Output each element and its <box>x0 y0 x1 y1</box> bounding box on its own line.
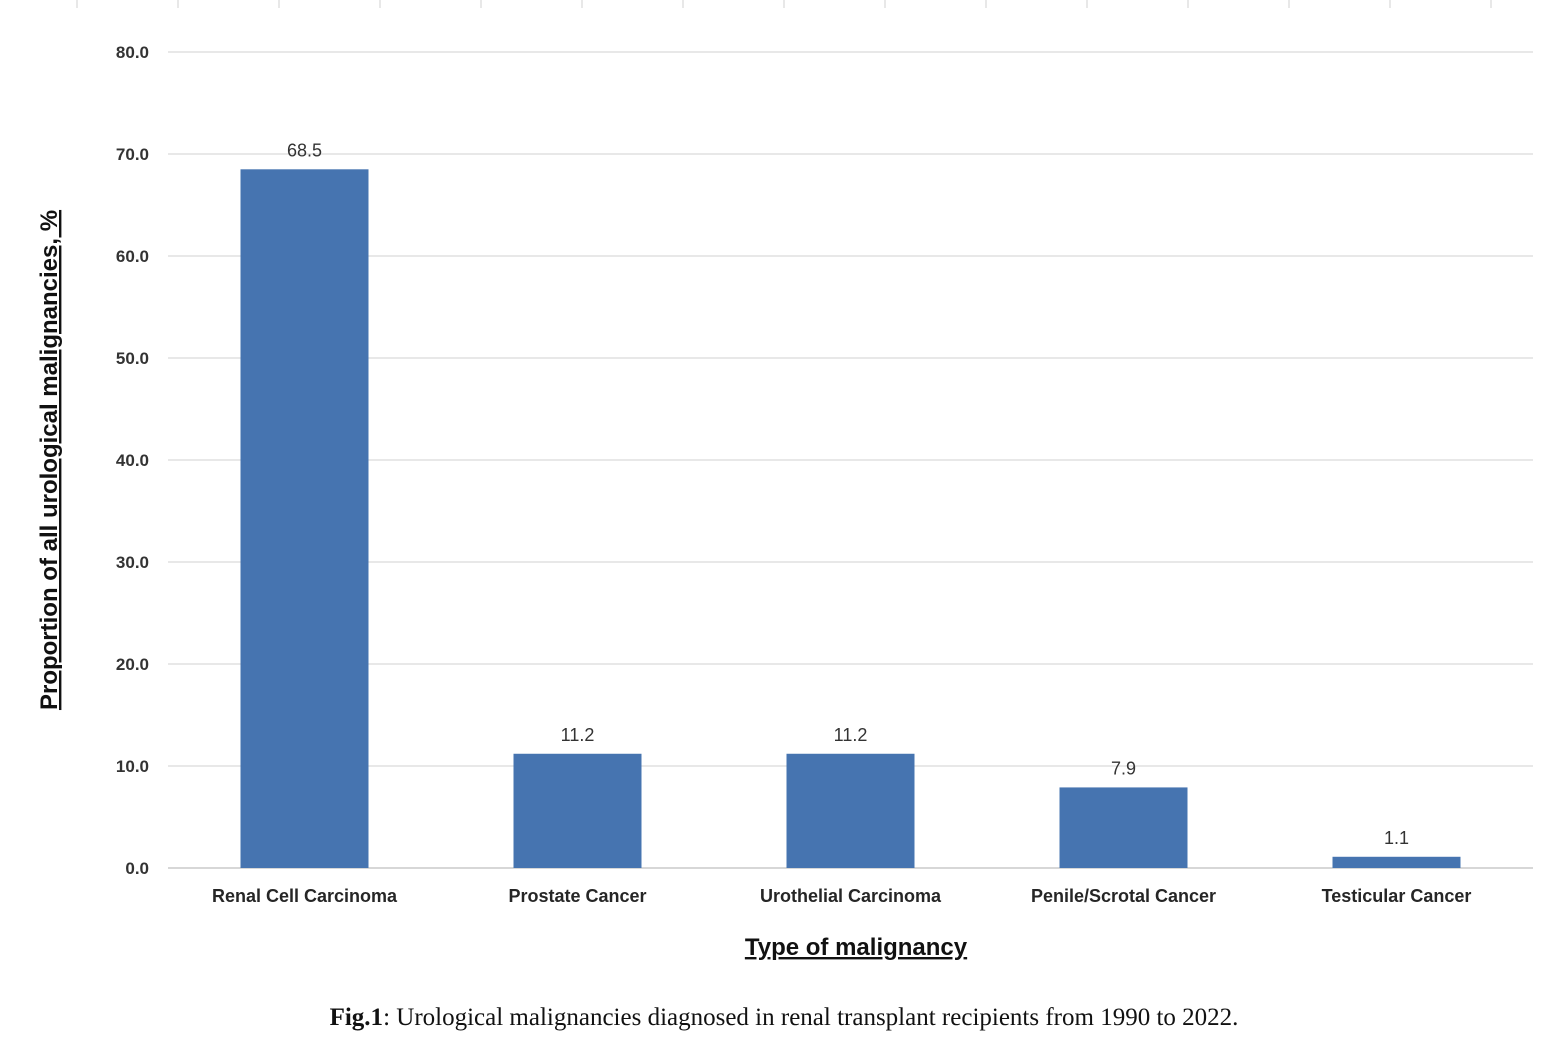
category-label: Prostate Cancer <box>508 886 646 906</box>
data-label: 1.1 <box>1384 828 1409 848</box>
y-tick-label: 80.0 <box>116 43 149 62</box>
y-axis-ticks: 0.0 10.0 20.0 30.0 40.0 50.0 60.0 70.0 80.0 <box>116 43 149 878</box>
y-tick-label: 10.0 <box>116 757 149 776</box>
data-label: 68.5 <box>287 140 322 160</box>
bars <box>240 169 1461 869</box>
y-axis-title: Proportion of all urological malignancie… <box>36 210 63 710</box>
category-label: Penile/Scrotal Cancer <box>1031 886 1216 906</box>
top-border-ticks <box>76 0 1492 8</box>
bar <box>1332 856 1461 868</box>
data-label: 11.2 <box>834 725 868 745</box>
data-label: 11.2 <box>561 725 595 745</box>
y-tick-label: 20.0 <box>116 655 149 674</box>
figure-caption-label: Fig.1 <box>329 1004 384 1031</box>
category-label: Testicular Cancer <box>1322 886 1472 906</box>
y-tick-label: 70.0 <box>116 145 149 164</box>
bar <box>240 169 369 869</box>
y-tick-label: 40.0 <box>116 451 149 470</box>
y-tick-label: 60.0 <box>116 247 149 266</box>
gridlines <box>168 51 1533 869</box>
bar <box>786 753 915 868</box>
bar <box>513 753 642 868</box>
category-label: Renal Cell Carcinoma <box>212 886 398 906</box>
figure-caption-text: : Urological malignancies diagnosed in r… <box>383 1004 1239 1031</box>
category-labels: Renal Cell Carcinoma Prostate Cancer Uroth… <box>212 886 1471 906</box>
data-labels: 68.5 11.2 11.2 7.9 1.1 <box>287 140 1409 847</box>
figure-caption: Fig.1: Urological malignancies diagnosed… <box>0 1004 1568 1032</box>
data-label: 7.9 <box>1111 758 1136 778</box>
y-tick-label: 0.0 <box>125 859 149 878</box>
y-tick-label: 30.0 <box>116 553 149 572</box>
x-axis-title: Type of malignancy <box>745 934 968 961</box>
category-label: Urothelial Carcinoma <box>760 886 942 906</box>
y-tick-label: 50.0 <box>116 349 149 368</box>
bar-chart: 0.0 10.0 20.0 30.0 40.0 50.0 60.0 70.0 80.0 68.5… <box>36 0 1533 961</box>
bar <box>1059 787 1188 868</box>
